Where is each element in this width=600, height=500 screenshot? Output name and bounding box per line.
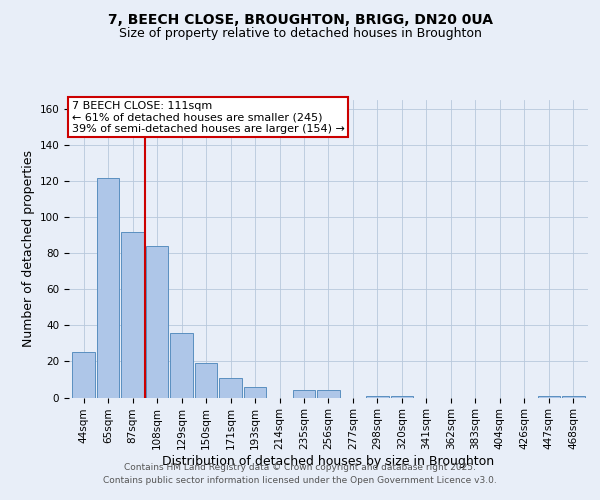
Bar: [391, 396, 413, 398]
Text: 7 BEECH CLOSE: 111sqm
← 61% of detached houses are smaller (245)
39% of semi-det: 7 BEECH CLOSE: 111sqm ← 61% of detached …: [71, 100, 344, 134]
Text: Contains public sector information licensed under the Open Government Licence v3: Contains public sector information licen…: [103, 476, 497, 485]
Text: Contains HM Land Registry data © Crown copyright and database right 2025.: Contains HM Land Registry data © Crown c…: [124, 464, 476, 472]
Bar: [366, 396, 389, 398]
X-axis label: Distribution of detached houses by size in Broughton: Distribution of detached houses by size …: [163, 455, 494, 468]
Bar: [146, 246, 169, 398]
Text: 7, BEECH CLOSE, BROUGHTON, BRIGG, DN20 0UA: 7, BEECH CLOSE, BROUGHTON, BRIGG, DN20 0…: [107, 12, 493, 26]
Bar: [293, 390, 315, 398]
Text: Size of property relative to detached houses in Broughton: Size of property relative to detached ho…: [119, 28, 481, 40]
Bar: [195, 363, 217, 398]
Y-axis label: Number of detached properties: Number of detached properties: [22, 150, 35, 348]
Bar: [220, 378, 242, 398]
Bar: [244, 386, 266, 398]
Bar: [538, 396, 560, 398]
Bar: [97, 178, 119, 398]
Bar: [170, 332, 193, 398]
Bar: [73, 352, 95, 398]
Bar: [562, 396, 584, 398]
Bar: [317, 390, 340, 398]
Bar: [121, 232, 144, 398]
